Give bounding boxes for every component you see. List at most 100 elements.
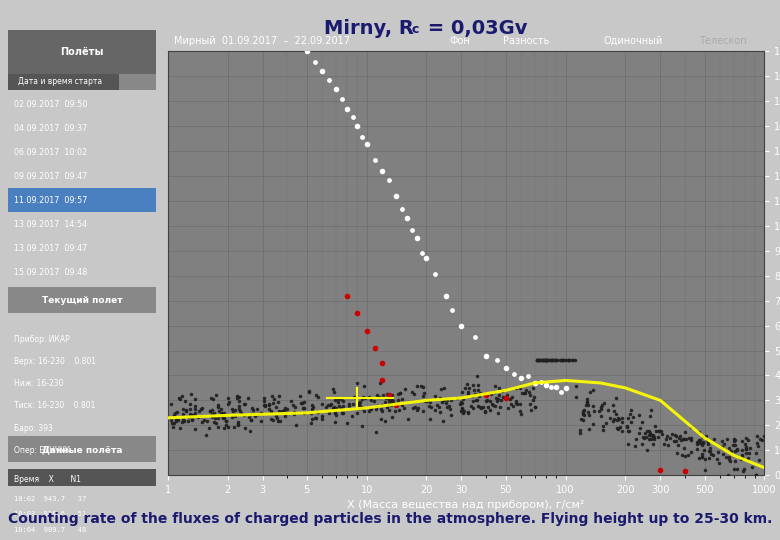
Point [702,440,714,449]
Point [408,389,420,398]
Point [693,438,705,447]
Point [195,404,207,413]
Point [351,379,363,388]
Point [231,394,243,403]
Point [392,396,404,404]
Point [622,427,634,435]
Point [481,395,494,404]
Point [381,401,394,410]
Point [258,400,271,409]
Point [736,437,749,445]
Point [645,431,658,440]
Point [702,454,714,462]
Text: 06.09.2017  10:02: 06.09.2017 10:02 [14,147,87,157]
Point [508,370,520,379]
Point [211,414,224,423]
Point [265,392,278,401]
Point [227,407,239,415]
Point [573,428,586,437]
Point [385,401,398,409]
Text: Текущий полет: Текущий полет [41,296,122,305]
Point [525,406,537,415]
Point [193,407,205,416]
Point [300,47,313,56]
Point [386,413,399,421]
Point [713,459,725,468]
Point [532,356,544,365]
Point [270,402,282,411]
Point [588,406,601,415]
Point [376,406,388,415]
Point [350,409,363,417]
Point [183,400,196,408]
Point [648,435,661,443]
Point [735,454,747,463]
Point [295,399,307,407]
Point [549,356,562,365]
Point [329,408,342,417]
Point [513,383,526,392]
Point [285,396,297,405]
Point [511,400,523,408]
Point [501,391,513,400]
Point [370,404,382,413]
Point [746,463,759,471]
Point [696,450,708,458]
Point [620,421,633,430]
Point [461,380,473,389]
Point [428,406,441,414]
Point [393,389,406,397]
Point [278,403,291,412]
Point [494,402,506,411]
Point [377,390,389,399]
Text: Фон: Фон [450,36,470,45]
Point [742,454,754,462]
Point [647,430,659,439]
Point [736,446,748,455]
Point [173,395,186,404]
Point [328,403,340,411]
Point [215,405,227,414]
Point [354,403,367,411]
Point [320,402,332,411]
Point [641,427,654,435]
Point [722,453,735,462]
Point [492,409,505,417]
Point [424,397,436,406]
Point [740,443,753,452]
Point [540,356,552,365]
Point [445,410,457,419]
Point [399,385,412,394]
Point [638,434,651,442]
Point [536,356,548,365]
Point [263,401,275,409]
Point [582,400,594,409]
Point [492,395,505,403]
Point [288,407,300,416]
Point [679,451,691,460]
Point [168,411,181,420]
Text: Дата и время старта: Дата и время старта [18,77,101,86]
Point [372,393,385,401]
Point [509,384,522,393]
Point [516,375,529,383]
Point [179,407,192,415]
Point [359,394,371,402]
Point [177,404,190,413]
Point [581,394,594,403]
Point [550,382,562,391]
Point [607,400,619,409]
Point [385,400,398,408]
Point [510,399,523,407]
Point [434,393,446,402]
Point [583,411,595,420]
Point [750,449,762,457]
Point [357,407,370,415]
Point [644,406,657,414]
Point [218,409,230,417]
Point [328,387,340,396]
Point [306,401,318,410]
Point [177,416,190,425]
Point [357,393,370,401]
Point [189,401,201,410]
